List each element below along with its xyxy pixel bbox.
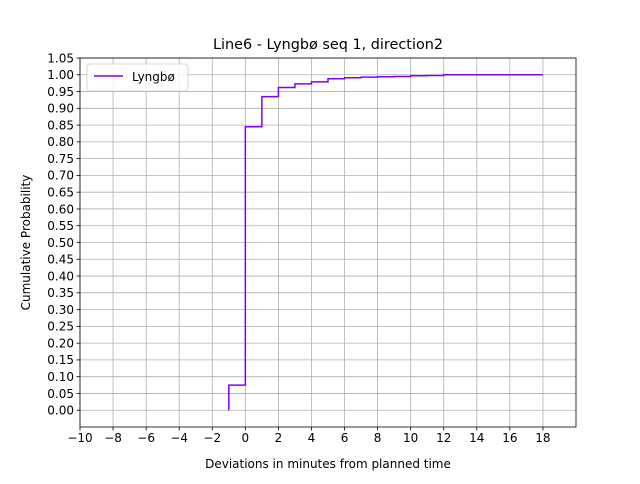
y-tick-label: 0.50 — [47, 236, 74, 250]
series-layer — [228, 74, 543, 411]
y-tick-label: 0.45 — [47, 253, 74, 267]
x-axis-label: Deviations in minutes from planned time — [205, 457, 451, 471]
y-tick-label: 0.05 — [47, 387, 74, 401]
x-tick-label: 18 — [535, 431, 550, 445]
x-tick-label: 14 — [469, 431, 484, 445]
y-tick-label: 0.65 — [47, 185, 74, 199]
chart-title: Line6 - Lyngbø seq 1, direction2 — [213, 37, 443, 53]
y-tick-label: 0.30 — [47, 303, 74, 317]
y-tick-label: 0.90 — [47, 102, 74, 116]
x-tick-label: −6 — [137, 431, 155, 445]
x-tick-label: −4 — [170, 431, 188, 445]
legend-box — [86, 63, 189, 92]
legend-entry-label: Lyngbø — [132, 70, 175, 84]
x-tick-label: 2 — [275, 431, 283, 445]
y-tick-label: 0.70 — [47, 169, 74, 183]
y-tick-label: 0.25 — [47, 320, 74, 334]
y-tick-label: 0.35 — [47, 286, 74, 300]
y-tick-label: 1.00 — [47, 68, 74, 82]
grid-lines — [79, 57, 576, 427]
y-tick-label: 0.60 — [47, 202, 74, 216]
y-tick-label: 0.85 — [47, 118, 74, 132]
legend: Lyngbø — [86, 63, 189, 92]
y-axis-ticks: 0.00 0.05 0.10 0.15 0.20 0.25 0.30 0.35 0.40 0.45… — [47, 51, 80, 418]
y-tick-label: 1.05 — [47, 51, 74, 65]
y-tick-label: 0.75 — [47, 152, 74, 166]
x-tick-label: 6 — [341, 431, 349, 445]
y-tick-label: 0.10 — [47, 370, 74, 384]
x-tick-label: 8 — [374, 431, 382, 445]
x-tick-label: 12 — [436, 431, 451, 445]
series-line-lyngbo — [228, 74, 543, 411]
x-tick-label: 16 — [502, 431, 517, 445]
x-tick-label: −10 — [67, 431, 92, 445]
x-tick-label: 0 — [242, 431, 250, 445]
y-axis-label: Cumulative Probability — [19, 175, 33, 311]
y-tick-label: 0.15 — [47, 353, 74, 367]
x-tick-label: 4 — [308, 431, 316, 445]
y-tick-label: 0.40 — [47, 269, 74, 283]
y-tick-label: 0.55 — [47, 219, 74, 233]
x-axis-ticks: −10 −8 −6 −4 −2 0 2 4 6 8 10 12 14 16 18 — [67, 427, 551, 445]
x-tick-label: 10 — [403, 431, 418, 445]
x-tick-label: −2 — [203, 431, 221, 445]
y-tick-label: 0.80 — [47, 135, 74, 149]
y-tick-label: 0.95 — [47, 85, 74, 99]
y-tick-label: 0.00 — [47, 404, 74, 418]
x-tick-label: −8 — [104, 431, 122, 445]
y-tick-label: 0.20 — [47, 336, 74, 350]
